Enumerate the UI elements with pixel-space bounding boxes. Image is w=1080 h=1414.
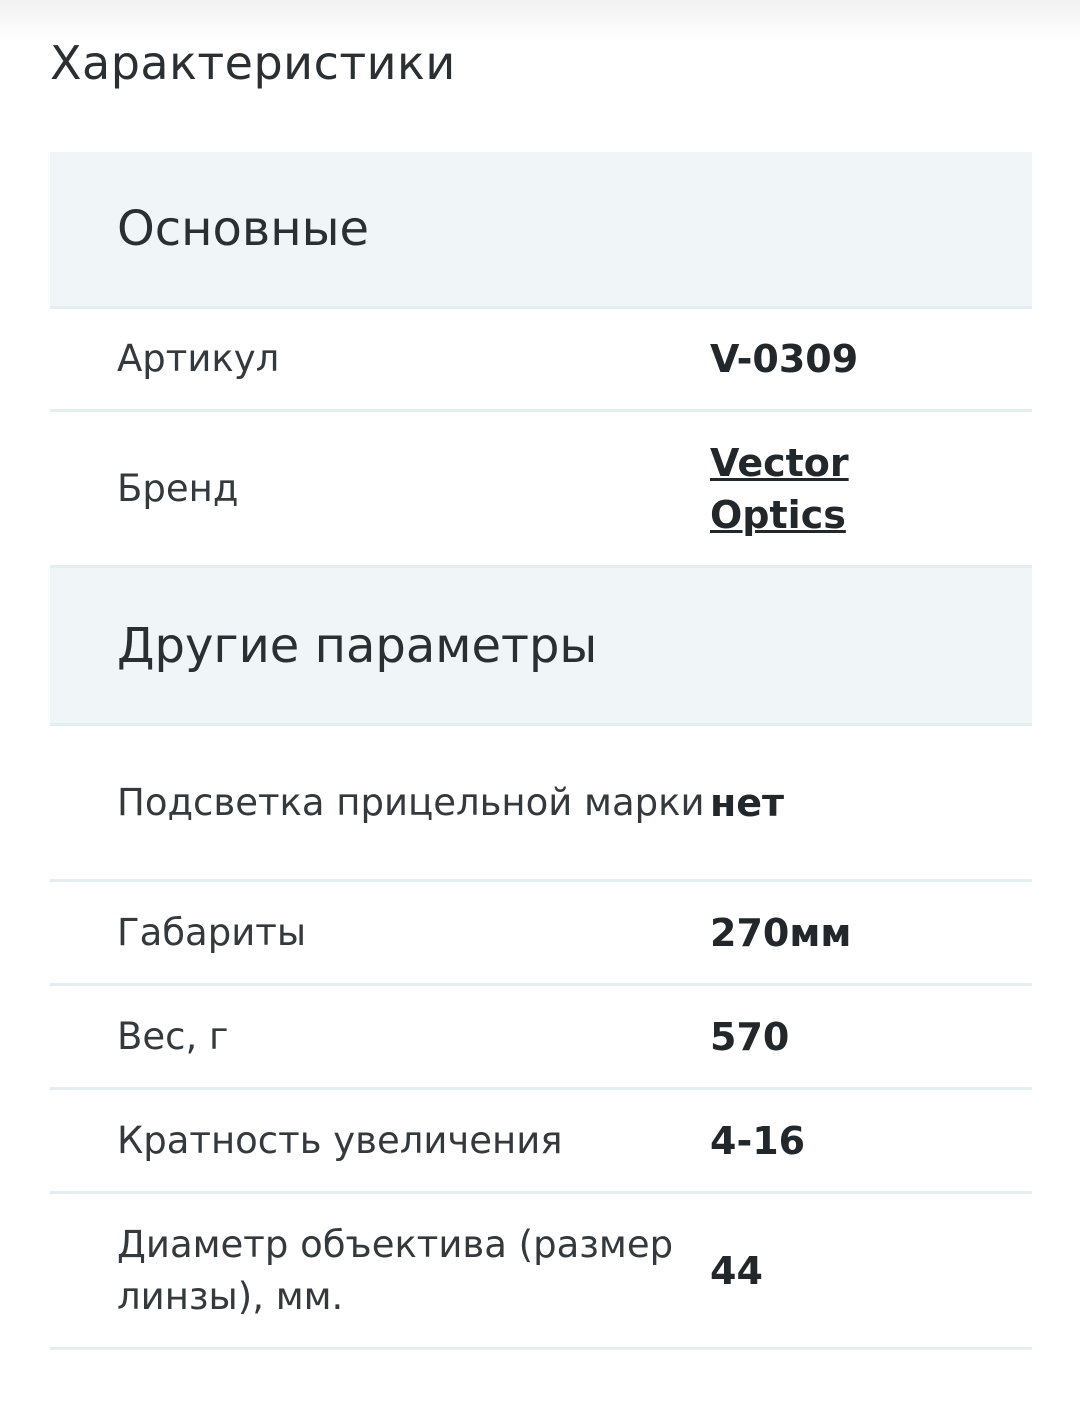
section-header-other: Другие параметры xyxy=(50,568,1032,726)
row-value: 270мм xyxy=(710,910,852,955)
table-row: Габариты 270мм xyxy=(50,882,1032,986)
table-row: Бренд Vector Optics xyxy=(50,412,1032,568)
table-row: Вес, г 570 xyxy=(50,986,1032,1090)
top-shadow xyxy=(0,0,1080,40)
table-row: Артикул V-0309 xyxy=(50,309,1032,412)
specs-table: Основные Артикул V-0309 Бренд Vector Opt… xyxy=(50,152,1032,1350)
table-row: Подсветка прицельной марки нет xyxy=(50,726,1032,882)
row-label: Бренд xyxy=(117,466,239,510)
section-header-main: Основные xyxy=(50,152,1032,309)
row-label: Вес, г xyxy=(117,1014,229,1058)
row-label: Подсветка прицельной марки xyxy=(117,780,705,824)
row-label: Кратность увеличения xyxy=(117,1118,563,1162)
table-row: Диаметр объектива (размер линзы), мм. 44 xyxy=(50,1194,1032,1350)
page-title: Характеристики xyxy=(50,36,456,90)
row-value: 44 xyxy=(710,1248,763,1293)
row-label: Габариты xyxy=(117,910,307,954)
row-value: 4-16 xyxy=(710,1118,806,1163)
row-value: нет xyxy=(710,780,785,825)
row-label: Артикул xyxy=(117,337,280,380)
row-label: Диаметр объектива (размер линзы), мм. xyxy=(117,1222,674,1318)
table-row: Кратность увеличения 4-16 xyxy=(50,1090,1032,1194)
row-value: V-0309 xyxy=(710,337,859,381)
brand-link[interactable]: Vector Optics xyxy=(710,440,849,537)
row-value: 570 xyxy=(710,1014,790,1059)
